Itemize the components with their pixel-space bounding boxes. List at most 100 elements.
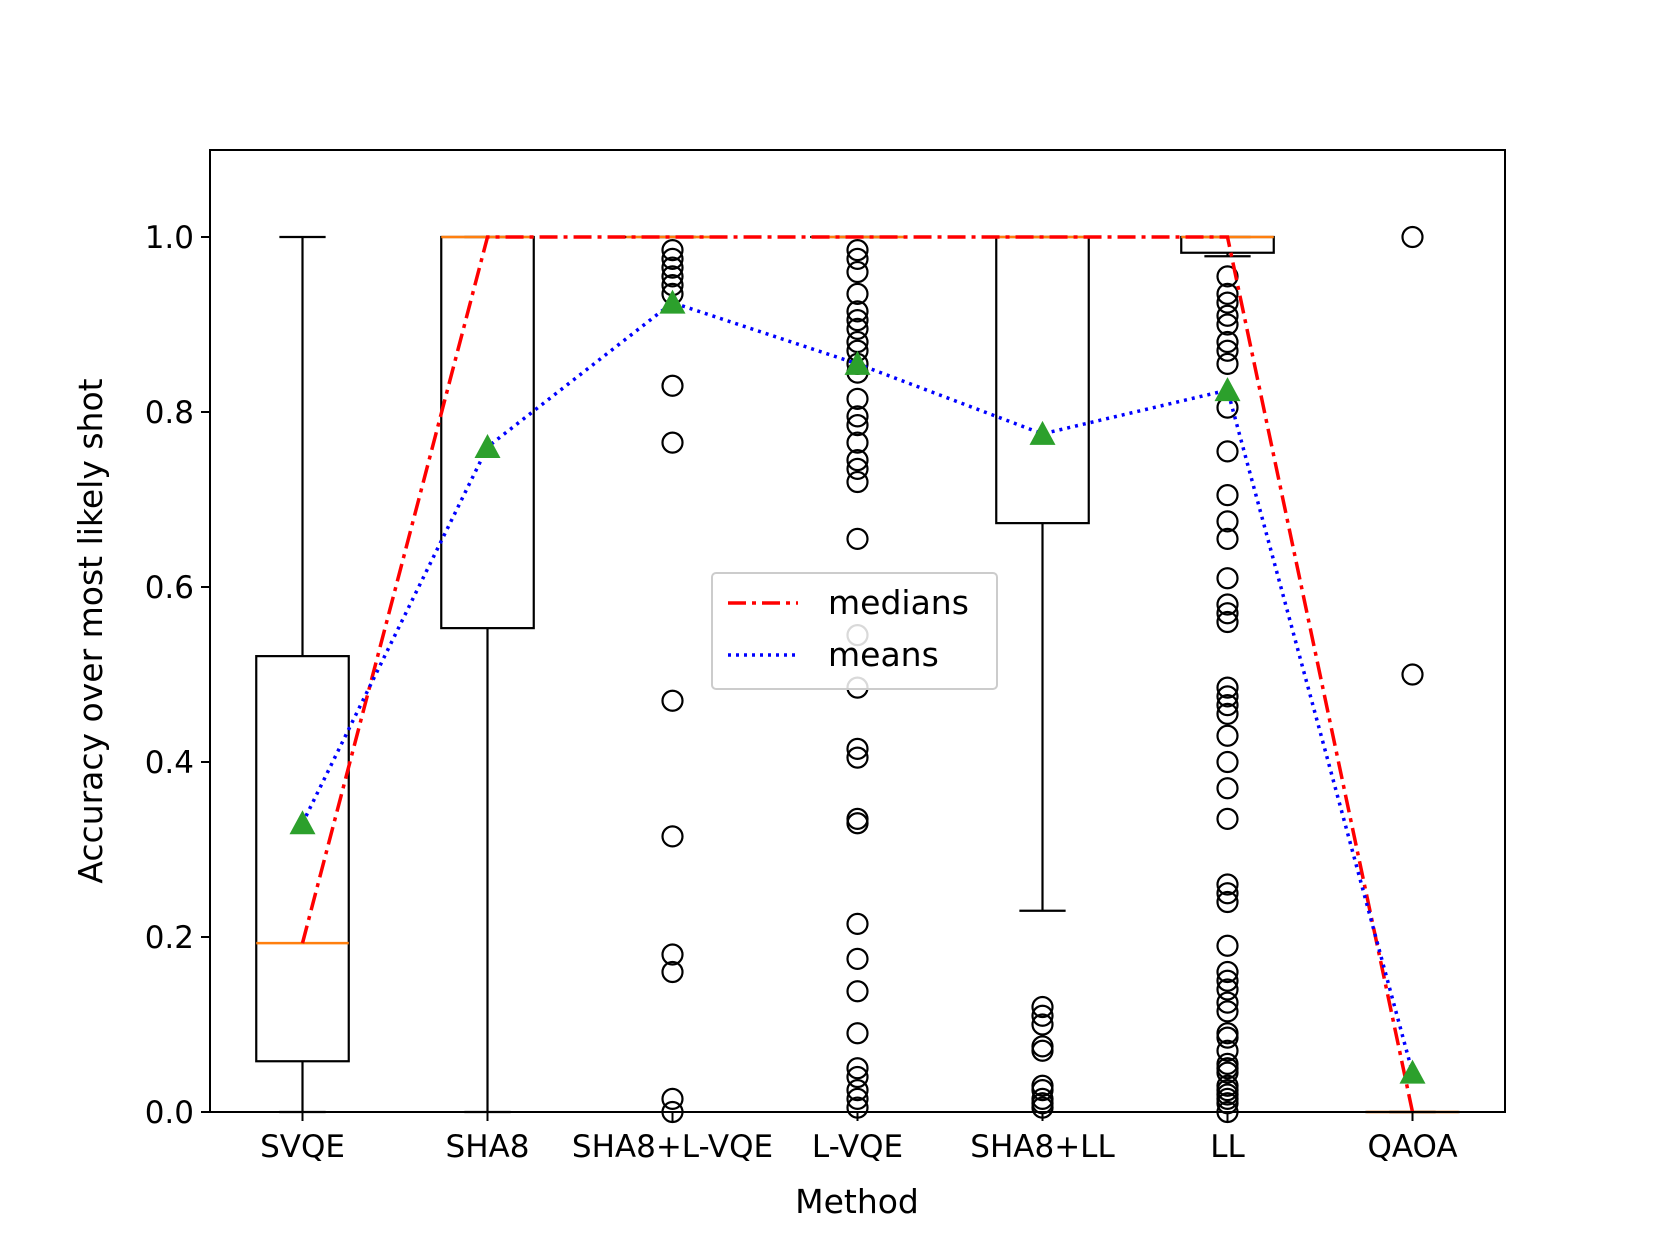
mean-marker xyxy=(289,810,316,835)
flier-point xyxy=(846,812,869,835)
flier-point xyxy=(1216,304,1239,327)
flier-point xyxy=(1216,1052,1239,1075)
flier-point xyxy=(661,943,684,966)
flier-point xyxy=(1216,602,1239,625)
mean-marker xyxy=(1029,420,1056,445)
flier-point xyxy=(846,309,869,332)
x-tick-label: SVQE xyxy=(260,1129,345,1165)
flier-point xyxy=(846,1057,869,1080)
mean-marker xyxy=(659,289,686,314)
flier-point xyxy=(846,947,869,970)
flier-point xyxy=(846,1087,869,1110)
flier-point xyxy=(1216,978,1239,1001)
flier-point xyxy=(661,374,684,397)
flier-point xyxy=(661,960,684,984)
flier-point xyxy=(1216,702,1239,725)
mean-marker xyxy=(844,350,871,375)
flier-point xyxy=(1216,313,1239,336)
y-tick-label: 0.2 xyxy=(145,920,194,956)
flier-point xyxy=(846,414,869,437)
y-tick-label: 0.8 xyxy=(145,395,194,431)
flier-point xyxy=(846,980,869,1003)
y-tick-label: 1.0 xyxy=(145,220,194,256)
flier-point xyxy=(846,387,869,410)
box-LL xyxy=(1180,235,1275,1124)
x-tick-label: QAOA xyxy=(1367,1129,1457,1165)
medians-series-line xyxy=(300,235,1415,1113)
flier-point xyxy=(846,746,869,769)
flier-point xyxy=(846,1079,869,1102)
flier-point xyxy=(846,260,869,284)
flier-point xyxy=(1216,1000,1239,1023)
flier-point xyxy=(1216,882,1239,905)
x-tick-label: L-VQE xyxy=(812,1129,903,1165)
flier-point xyxy=(1216,969,1239,992)
box-SVQE xyxy=(255,235,350,1114)
flier-point xyxy=(1216,510,1239,533)
flier-point xyxy=(1216,934,1239,957)
flier-point xyxy=(846,807,869,830)
flier-point xyxy=(1216,685,1239,708)
flier-point xyxy=(1216,991,1239,1014)
flier-point xyxy=(846,527,869,550)
flier-point xyxy=(846,1022,869,1045)
y-axis: 0.0 0.2 0.4 0.6 0.8 1.0 xyxy=(145,220,210,1131)
flier-point xyxy=(661,825,684,848)
flier-point xyxy=(1216,484,1239,507)
flier-point xyxy=(1216,527,1239,550)
box-SHA8+L-VQE xyxy=(625,235,720,1124)
mean-marker xyxy=(1399,1059,1426,1084)
flier-point xyxy=(846,300,869,323)
flier-point xyxy=(846,247,869,270)
flier-point xyxy=(1401,663,1424,686)
x-tick-label: LL xyxy=(1210,1129,1245,1165)
flier-point xyxy=(1216,1039,1239,1062)
flier-point xyxy=(1216,330,1239,354)
flier-point xyxy=(1031,1039,1054,1062)
flier-point xyxy=(1216,291,1239,314)
flier-point xyxy=(1216,282,1239,305)
flier-point xyxy=(846,737,869,760)
legend-box xyxy=(711,572,998,690)
box-QAOA xyxy=(1365,225,1460,1114)
flier-point xyxy=(1216,440,1239,463)
flier-point xyxy=(846,457,869,480)
flier-point xyxy=(1031,1087,1054,1110)
flier-point xyxy=(1216,610,1239,634)
flier-point xyxy=(661,431,684,454)
y-tick-label: 0.6 xyxy=(145,570,194,606)
legend-medians-label: medians xyxy=(828,583,969,622)
flier-point xyxy=(1216,1026,1239,1049)
box-body xyxy=(255,655,350,1063)
flier-point xyxy=(1031,1035,1054,1058)
flier-point xyxy=(1031,1013,1054,1036)
flier-point xyxy=(1216,694,1239,717)
flier-point xyxy=(1216,339,1239,362)
x-axis-label: Method xyxy=(795,1182,919,1221)
y-tick-label: 0.0 xyxy=(145,1095,194,1131)
box-body xyxy=(995,235,1090,525)
x-tick-label: SHA8+LL xyxy=(970,1129,1115,1165)
flier-point xyxy=(1216,724,1239,747)
flier-point xyxy=(661,265,684,288)
y-tick-label: 0.4 xyxy=(145,745,194,781)
x-tick-label: SHA8 xyxy=(446,1129,530,1165)
flier-point xyxy=(1216,890,1239,914)
mean-marker xyxy=(1214,377,1241,402)
y-axis-label: Accuracy over most likely shot xyxy=(71,378,110,883)
flier-point xyxy=(846,317,869,340)
flier-point xyxy=(846,405,869,428)
flier-point xyxy=(1401,225,1424,249)
x-tick-label: SHA8+L-VQE xyxy=(572,1129,773,1165)
flier-point xyxy=(846,282,869,305)
flier-point xyxy=(1216,676,1239,699)
flier-point xyxy=(1031,1079,1054,1102)
flier-point xyxy=(661,689,684,712)
flier-point xyxy=(1216,807,1239,830)
flier-point xyxy=(1216,750,1239,774)
mean-marker xyxy=(474,434,501,459)
flier-point xyxy=(661,256,684,279)
flier-point xyxy=(846,470,869,494)
box-SHA8+LL xyxy=(995,235,1090,1119)
x-axis: SVQE SHA8 SHA8+L-VQE L-VQE SHA8+LL LL QAOA xyxy=(260,1112,1458,1165)
